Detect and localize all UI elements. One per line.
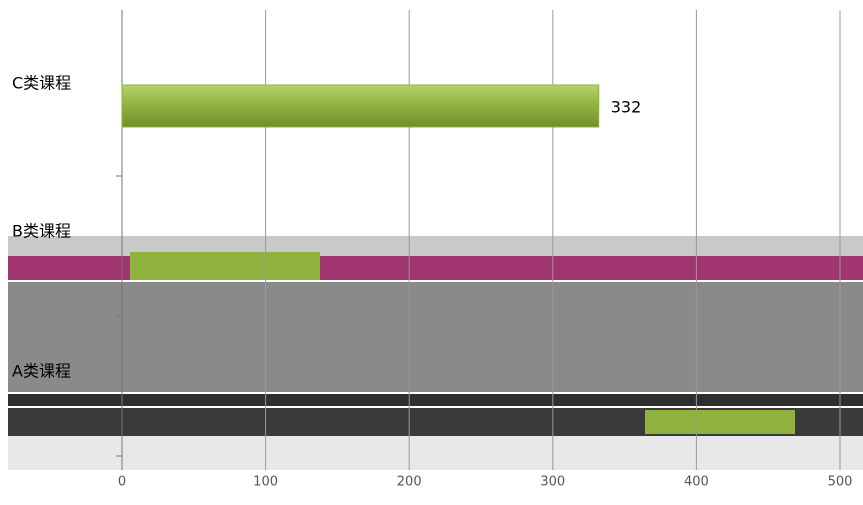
bar [121, 84, 600, 128]
x-tick-label: 400 [684, 475, 709, 490]
y-tick-label: B类课程 [12, 222, 71, 241]
x-tick-label: 100 [253, 475, 278, 490]
x-tick-label: 500 [828, 475, 853, 490]
value-label: 332 [611, 98, 642, 117]
render-artifacts [8, 236, 863, 470]
x-tick-label: 200 [397, 475, 422, 490]
x-tick-label: 0 [118, 475, 126, 490]
x-tick-label: 300 [540, 475, 565, 490]
y-tick-label: C类课程 [12, 74, 71, 93]
y-tick-label: A类课程 [12, 362, 71, 381]
